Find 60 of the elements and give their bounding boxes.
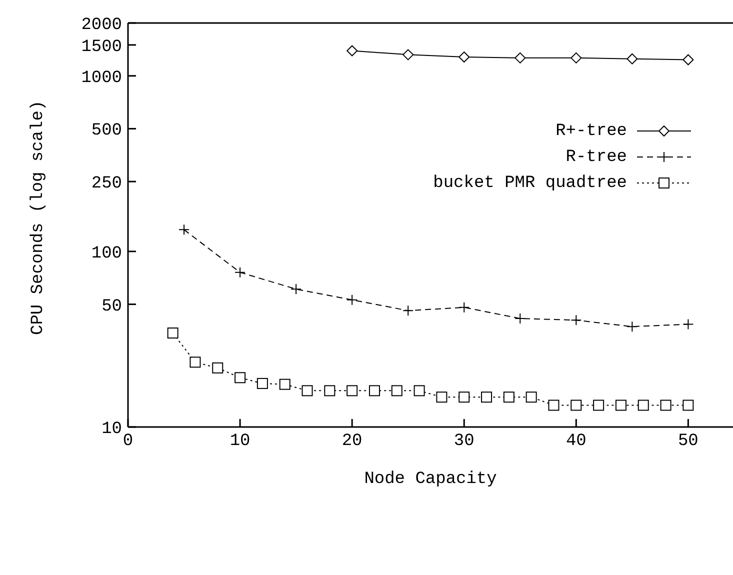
point — [212, 362, 224, 374]
point — [190, 356, 201, 368]
legend-label: R+-tree — [556, 122, 627, 140]
y-tick-label: 50 — [102, 297, 122, 316]
point — [626, 53, 638, 64]
point — [638, 400, 649, 411]
point — [458, 302, 470, 313]
point — [414, 385, 425, 396]
point — [682, 54, 694, 66]
x-tick-label: 20 — [342, 432, 362, 452]
x-tick-label: 0 — [122, 432, 134, 452]
point — [570, 400, 582, 411]
point — [570, 52, 582, 64]
point — [481, 392, 492, 403]
point — [391, 385, 402, 396]
point — [548, 400, 560, 411]
x-tick-label: 50 — [678, 432, 698, 452]
x-tick-label: 30 — [454, 432, 474, 452]
point — [436, 392, 448, 403]
point — [458, 52, 470, 63]
legend-label: bucket PMR quadtree — [433, 174, 627, 192]
point — [167, 328, 178, 339]
point — [234, 266, 246, 278]
point — [503, 392, 514, 403]
y-tick-label: 1500 — [81, 38, 122, 57]
y-tick-label: 2000 — [81, 16, 122, 36]
point — [346, 45, 358, 56]
point — [615, 400, 626, 411]
point — [458, 392, 470, 403]
legend-label: R-tree — [566, 148, 627, 166]
x-tick-label: 40 — [566, 432, 586, 452]
point — [346, 385, 358, 396]
point — [570, 314, 582, 326]
point — [682, 400, 694, 411]
point — [302, 385, 313, 396]
point — [660, 400, 672, 411]
point — [368, 385, 380, 396]
y-tick-label: 500 — [91, 122, 122, 141]
point — [346, 294, 358, 306]
point — [514, 52, 526, 64]
y-tick-label: 1000 — [81, 68, 122, 88]
point — [514, 312, 526, 324]
y-tick-label: 100 — [91, 244, 122, 264]
y-tick-label: 250 — [91, 174, 122, 194]
point — [279, 378, 290, 390]
y-axis-title: CPU Seconds (log scale) — [29, 100, 48, 335]
point — [234, 372, 246, 384]
point — [682, 318, 694, 330]
point — [526, 392, 537, 403]
point — [256, 378, 268, 389]
y-tick-label: 10 — [102, 420, 122, 440]
point — [178, 224, 190, 236]
point — [626, 321, 638, 332]
point — [290, 284, 302, 295]
x-tick-label: 10 — [230, 432, 250, 452]
point — [402, 305, 414, 316]
point — [324, 385, 336, 396]
x-axis-title: Node Capacity — [364, 470, 497, 489]
point — [593, 400, 604, 411]
point — [402, 49, 414, 60]
